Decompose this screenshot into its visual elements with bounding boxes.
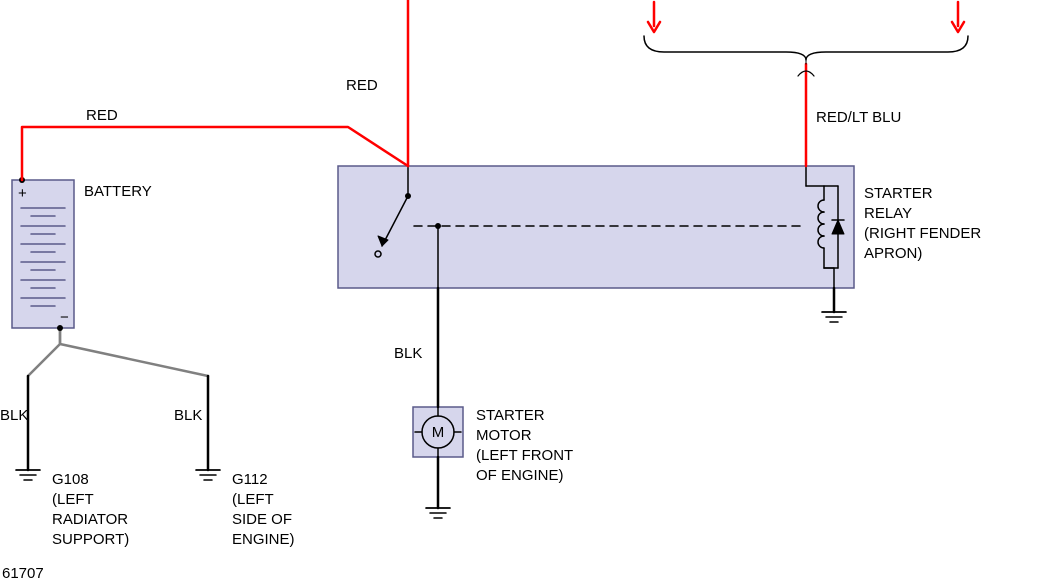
label-red-v: RED [346,77,378,94]
label-g108: G108 (LEFT RADIATOR SUPPORT) [52,471,129,548]
label-blk-3: BLK [394,345,422,362]
ground-symbol [426,508,450,518]
svg-text:RADIATOR: RADIATOR [52,511,128,528]
label-red-ltblu: RED/LT BLU [816,109,901,126]
svg-text:APRON): APRON) [864,245,922,262]
starter-relay-label: STARTER RELAY (RIGHT FENDER APRON) [864,185,981,262]
ground-symbol [822,312,846,322]
motor-m-label: M [432,424,445,441]
battery-plus: + [18,185,27,202]
label-red-h: RED [86,107,118,124]
svg-text:STARTER: STARTER [476,407,545,424]
svg-text:OF ENGINE): OF ENGINE) [476,467,564,484]
svg-text:G112: G112 [232,471,268,488]
label-blk-2: BLK [174,407,202,424]
ground-symbol [196,470,220,480]
svg-text:(LEFT FRONT: (LEFT FRONT [476,447,573,464]
arrow-down-icon [952,2,964,32]
wire-grey-left [28,328,60,376]
arrow-down-icon [648,2,660,32]
diagram-id: 61707 [2,565,44,582]
brace [644,36,968,60]
svg-text:(LEFT: (LEFT [232,491,274,508]
svg-text:RELAY: RELAY [864,205,912,222]
svg-text:(LEFT: (LEFT [52,491,94,508]
svg-text:ENGINE): ENGINE) [232,531,295,548]
svg-text:G108: G108 [52,471,89,488]
svg-text:SUPPORT): SUPPORT) [52,531,129,548]
svg-text:STARTER: STARTER [864,185,933,202]
wire-grey-right [60,328,208,376]
battery-box: +− [12,177,74,328]
svg-text:(RIGHT FENDER: (RIGHT FENDER [864,225,981,242]
svg-text:SIDE OF: SIDE OF [232,511,292,528]
starter-motor-box: M [413,407,463,457]
starter-relay-box [338,166,854,288]
svg-text:MOTOR: MOTOR [476,427,532,444]
battery-minus: − [60,309,69,326]
ground-symbol [16,470,40,480]
label-g112: G112 (LEFT SIDE OF ENGINE) [232,471,295,548]
battery-label: BATTERY [84,183,152,200]
label-blk-1: BLK [0,407,28,424]
starter-motor-label: STARTER MOTOR (LEFT FRONT OF ENGINE) [476,407,573,484]
